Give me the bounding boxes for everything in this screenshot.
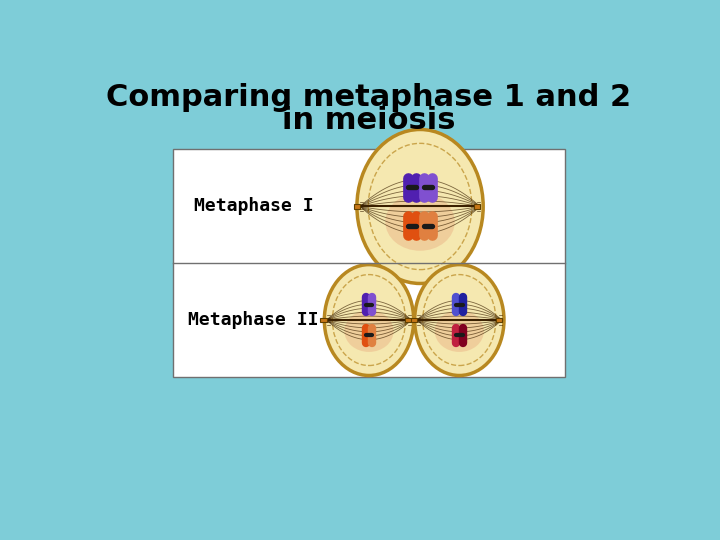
Ellipse shape <box>385 193 455 251</box>
Ellipse shape <box>344 310 394 352</box>
Ellipse shape <box>357 130 483 284</box>
Bar <box>405 318 411 322</box>
Bar <box>410 318 417 322</box>
Bar <box>495 318 502 322</box>
Ellipse shape <box>435 310 484 352</box>
Text: Metaphase II: Metaphase II <box>188 311 319 329</box>
Bar <box>474 204 480 209</box>
Bar <box>173 150 565 377</box>
Text: Metaphase I: Metaphase I <box>194 198 313 215</box>
Ellipse shape <box>415 265 504 375</box>
Text: Comparing metaphase 1 and 2: Comparing metaphase 1 and 2 <box>107 83 631 112</box>
Ellipse shape <box>324 265 414 375</box>
Bar <box>354 204 360 209</box>
Text: in meiosis: in meiosis <box>282 106 456 135</box>
Bar <box>320 318 327 322</box>
